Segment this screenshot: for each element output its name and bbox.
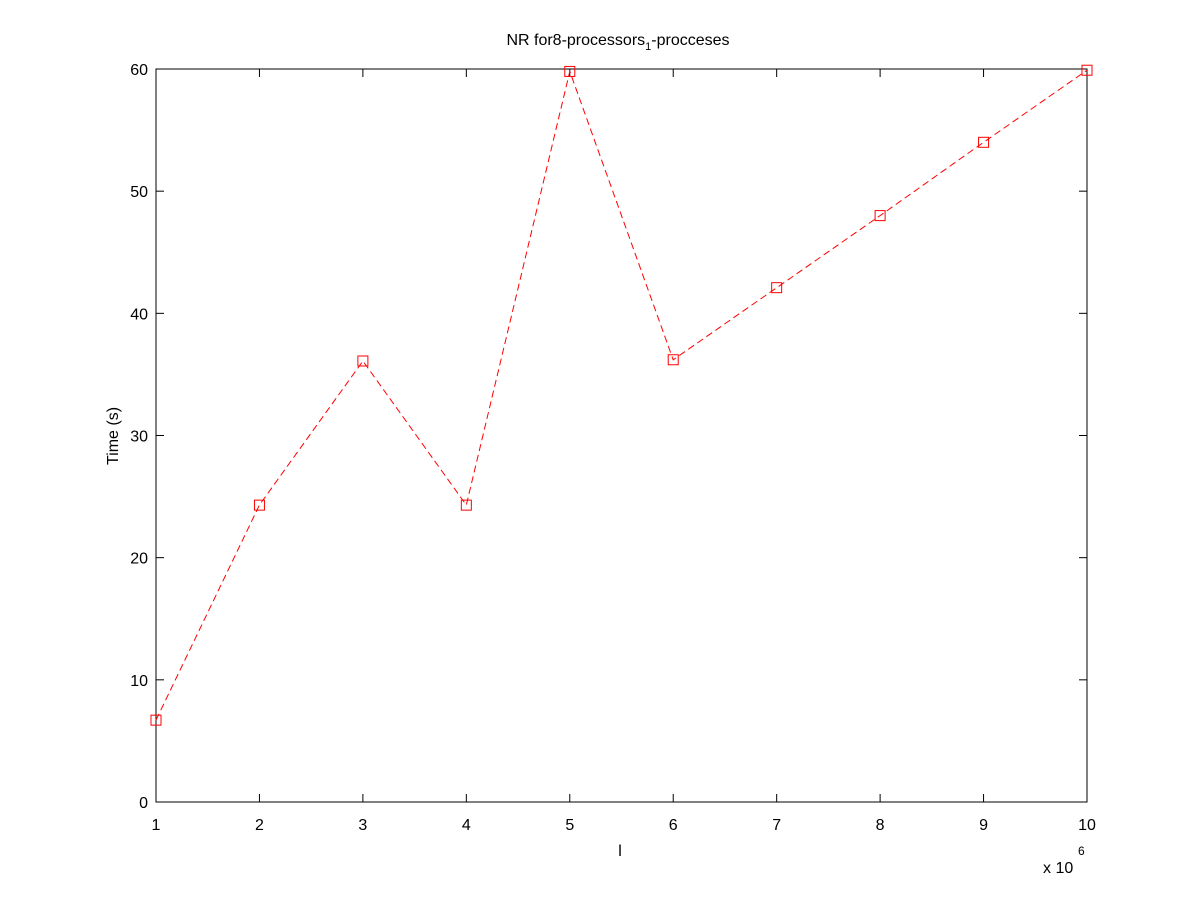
x-tick-label: 1: [152, 817, 161, 834]
plot-area: [155, 68, 1088, 803]
series-line: [155, 69, 1088, 721]
data-point-marker: [667, 354, 679, 366]
y-tick-label: 30: [130, 429, 148, 446]
y-tick-label: 10: [130, 673, 148, 690]
x-tick-label: 9: [979, 817, 988, 834]
x-tick-label: 6: [669, 817, 678, 834]
x-axis-ticks: 1 2 3 4 5 6 7 8 9 10: [152, 69, 1096, 834]
x-tick-label: 3: [358, 817, 367, 834]
y-tick-label: 60: [130, 62, 148, 79]
y-axis-ticks: 0 10 20 30 40 50 60: [130, 62, 1087, 812]
x-axis-multiplier: x 10: [1043, 860, 1073, 877]
y-tick-label: 40: [130, 306, 148, 323]
y-tick-label: 0: [139, 795, 148, 812]
y-axis-label: Time (s): [105, 407, 122, 465]
y-tick-label: 20: [130, 551, 148, 568]
data-point-marker: [874, 210, 886, 222]
x-multiplier-base: x 10: [1043, 860, 1073, 877]
data-point-marker: [771, 282, 783, 294]
x-tick-label: 5: [565, 817, 574, 834]
data-point-marker: [978, 136, 990, 148]
data-point-marker: [150, 714, 162, 726]
data-point-marker: [357, 355, 369, 367]
x-tick-label: 7: [772, 817, 781, 834]
chart-title-main: NR for8-processors: [506, 32, 645, 49]
x-tick-label: 8: [876, 817, 885, 834]
y-tick-label: 50: [130, 184, 148, 201]
chart-title-suffix: -procceses: [651, 32, 729, 49]
chart-title-subscript: 1: [645, 41, 651, 53]
chart-title: NR for8-processors1-procceses: [506, 32, 729, 53]
data-point-marker: [253, 499, 265, 511]
data-point-marker: [460, 499, 472, 511]
x-tick-label: 4: [462, 817, 471, 834]
x-axis-label: l: [618, 843, 622, 860]
series-layer: [150, 64, 1093, 726]
data-point-marker: [1081, 64, 1093, 76]
x-tick-label: 2: [255, 817, 264, 834]
x-multiplier-exponent: 6: [1078, 844, 1085, 858]
x-tick-label: 10: [1078, 817, 1096, 834]
data-point-marker: [564, 65, 576, 77]
